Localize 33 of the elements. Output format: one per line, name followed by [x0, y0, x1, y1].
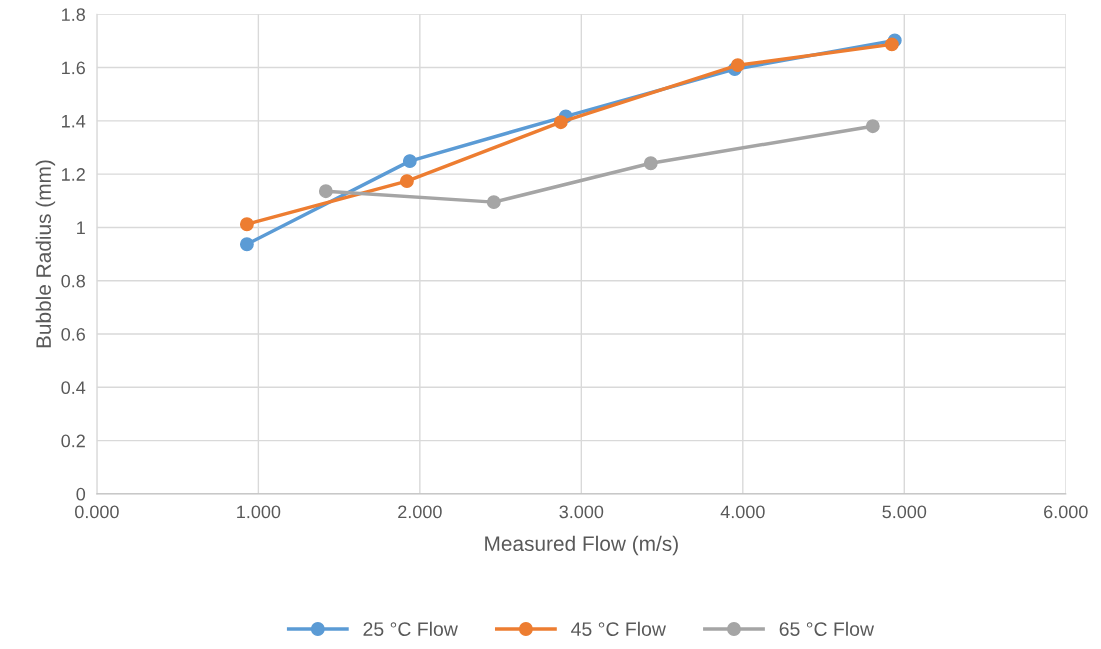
point — [884, 37, 899, 52]
y-tick-label: 1 — [77, 221, 85, 234]
x-axis-title: Measured Flow (m/s) — [485, 535, 678, 556]
point — [402, 154, 417, 169]
point — [239, 217, 254, 232]
x-tick-label: 6.000 — [1044, 505, 1088, 519]
y-tick-label: 0.2 — [61, 434, 85, 448]
y-tick-label: 0.8 — [61, 274, 85, 288]
y-tick-label: 0 — [76, 487, 86, 501]
y-axis-title: Bubble Radius (mm) — [35, 160, 56, 348]
y-tick-label: 0.6 — [61, 327, 85, 341]
y-tick-label: 1.6 — [62, 61, 85, 75]
y-tick-label: 1.4 — [62, 114, 86, 128]
x-tick-label: 5.000 — [882, 505, 927, 519]
legend-label: 25 °C Flow — [363, 621, 458, 636]
point — [865, 119, 880, 134]
x-tick-label: 0.000 — [75, 505, 119, 519]
x-tick-label: 3.000 — [559, 505, 604, 519]
y-tick-label: 0.4 — [61, 381, 86, 395]
point — [239, 237, 254, 252]
y-tick-label: 1.8 — [62, 8, 85, 21]
x-tick-label: 1.000 — [237, 505, 281, 519]
point — [643, 156, 658, 171]
legend-label: 45 °C Flow — [571, 621, 666, 636]
point — [318, 184, 333, 199]
point — [553, 115, 568, 130]
y-tick-label: 1.2 — [62, 168, 85, 181]
x-tick-label: 4.000 — [720, 505, 765, 519]
legend-label: 65 °C Flow — [779, 621, 875, 636]
point — [486, 195, 501, 210]
point — [399, 174, 414, 189]
x-tick-label: 2.000 — [398, 505, 442, 519]
point — [730, 58, 745, 73]
